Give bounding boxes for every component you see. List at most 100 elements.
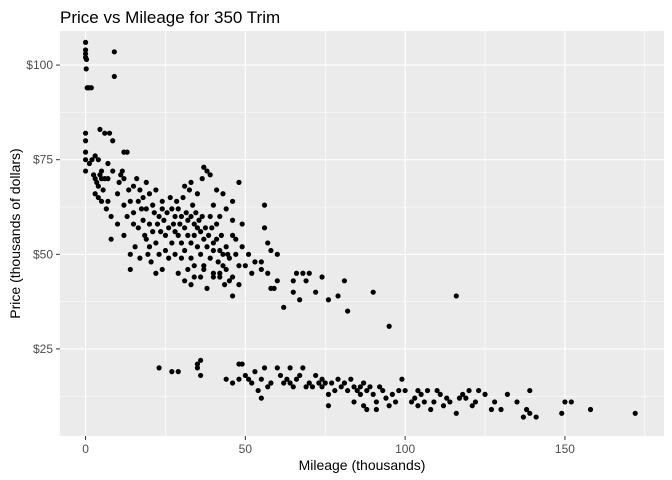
data-point [236,282,242,288]
data-point [290,289,296,295]
data-point [153,187,159,193]
data-point [201,236,207,242]
data-point [277,372,284,379]
data-point [178,213,185,220]
data-point [223,266,229,273]
data-point [274,251,280,257]
data-point [140,217,146,223]
data-point [210,270,216,276]
data-point [421,399,427,405]
data-point [418,391,424,397]
data-point [166,255,172,261]
data-point [137,187,143,193]
data-point [193,210,199,216]
data-point [191,274,197,280]
data-point [437,391,443,397]
data-point [300,270,306,276]
data-point [97,126,103,133]
data-point [453,410,459,416]
data-point [105,160,111,167]
data-point [217,270,223,276]
data-points [82,39,638,420]
data-point [202,225,209,231]
data-point [236,263,242,269]
data-point [456,395,463,401]
data-point [121,232,127,238]
data-point [361,403,367,409]
data-point [92,153,98,159]
data-point [206,232,212,238]
data-point [146,221,153,227]
data-point [218,232,224,238]
data-point [166,225,172,231]
data-point [82,51,89,57]
data-point [215,259,221,265]
data-point [261,225,268,231]
data-point [258,259,264,265]
data-point [158,229,164,235]
data-point [167,194,173,201]
data-point [316,380,322,386]
data-point [130,183,137,189]
data-point [440,403,447,409]
data-point [293,376,300,382]
data-point [229,217,236,223]
data-point [258,395,264,401]
data-point [95,157,101,163]
data-point [198,372,204,379]
data-point [300,365,306,371]
data-point [140,194,146,201]
data-point [210,240,216,246]
data-point [568,399,574,405]
data-point [306,380,312,386]
data-point [520,414,526,420]
data-point [297,372,303,379]
data-point [162,232,169,238]
data-point [514,399,520,405]
data-point [226,278,232,284]
data-point [114,191,121,197]
data-point [156,365,162,371]
data-point [191,263,197,269]
data-point [399,376,405,382]
data-point [153,270,159,276]
data-point [504,391,511,397]
data-point [82,130,89,136]
data-point [127,198,133,204]
data-point [86,160,92,167]
data-point [95,194,101,201]
data-point [106,130,113,136]
data-point [178,255,185,261]
data-point [242,263,248,269]
x-tick-label: 50 [239,442,253,456]
data-point [169,206,175,212]
data-point [376,384,383,390]
data-point [213,221,220,227]
data-point [178,240,185,246]
data-point [185,217,191,223]
data-point [460,391,466,397]
data-point [463,395,469,401]
data-point [126,187,132,193]
plot-panel [60,31,664,436]
data-point [207,213,213,220]
data-point [146,191,153,197]
data-point [229,198,236,204]
data-point [306,270,312,276]
data-point [221,282,228,288]
data-point [119,168,125,174]
data-point [220,191,226,197]
data-point [185,266,191,273]
data-point [632,410,638,416]
data-point [82,138,89,144]
data-point [100,187,106,193]
data-point [204,285,210,291]
data-point [428,406,434,413]
data-point [198,274,204,280]
data-point [386,403,392,409]
data-point [265,270,271,276]
data-point [116,179,122,185]
data-point [199,176,205,182]
data-point [127,251,133,257]
